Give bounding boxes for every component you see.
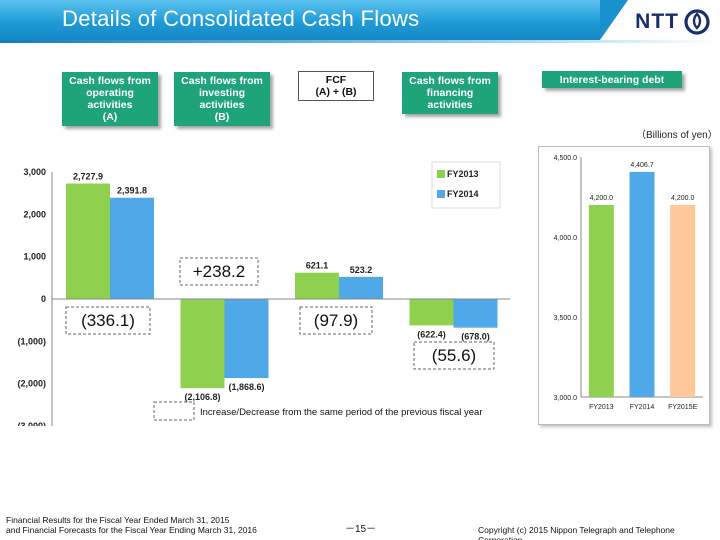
- unit-label: （Billions of yen）: [636, 130, 718, 141]
- box-investing-line: investing: [198, 87, 246, 99]
- data-label: 2,391.8: [117, 186, 147, 196]
- box-investing-line: (B): [214, 111, 230, 123]
- y-tick-label: 1,000: [23, 252, 46, 262]
- bar-fy2013: [409, 299, 454, 326]
- y-tick-label: (1,000): [17, 336, 46, 346]
- y-tick-label: 3,500.0: [554, 315, 577, 322]
- data-label: (1,868.6): [228, 382, 264, 392]
- data-label: 523.2: [350, 265, 373, 275]
- box-operating-line: (A): [102, 111, 118, 123]
- annotation-legend-box: [153, 401, 195, 421]
- y-tick-label: 4,000.0: [554, 235, 577, 242]
- data-label: 4,406.7: [630, 162, 653, 169]
- bar-fy2015e: [670, 205, 696, 397]
- ntt-logo: NTT: [635, 7, 710, 37]
- annotation-value: +238.2: [193, 262, 245, 281]
- bar-fy2014: [224, 299, 269, 379]
- box-operating: Cash flows from operating activities (A): [62, 72, 158, 126]
- cash-flow-chart: 3,000 2,000 1,000 0 (1,000) (2,000) (3,000) 2,7…: [8, 146, 522, 426]
- y-tick-label: 3,000.0: [554, 395, 577, 402]
- box-financing-line: activities: [427, 99, 473, 111]
- logo-text: NTT: [635, 10, 679, 33]
- data-label: 621.1: [306, 261, 329, 271]
- box-operating-line: Cash flows from: [69, 75, 151, 87]
- bar-fy2013: [66, 183, 110, 299]
- bar-fy2013: [180, 299, 225, 389]
- bar-fy2014: [110, 197, 154, 299]
- box-fcf-line: (A) + (B): [315, 86, 357, 98]
- cash-flow-chart-svg: 3,000 2,000 1,000 0 (1,000) (2,000) (3,000) 2,7…: [17, 161, 510, 426]
- debt-chart-svg: 4,500.0 4,000.0 3,500.0 3,000.0 4,200.0 FY201…: [554, 155, 703, 411]
- data-label: 4,200.0: [590, 195, 613, 202]
- y-tick-label: 0: [41, 294, 46, 304]
- bar-fy2014: [339, 276, 383, 299]
- legend-box: [431, 161, 501, 209]
- y-tick-label: 3,000: [23, 167, 46, 177]
- title-underline: [0, 40, 720, 43]
- annotation-value: (97.9): [314, 311, 358, 330]
- box-operating-line: operating: [86, 87, 134, 99]
- box-financing-line: Cash flows from: [409, 75, 491, 87]
- legend-label: FY2014: [447, 189, 479, 199]
- box-fcf: FCF (A) + (B): [298, 71, 374, 101]
- data-label: (622.4): [417, 329, 446, 339]
- page-number: －15－: [345, 524, 377, 535]
- annotation-value: (336.1): [81, 311, 135, 330]
- x-tick-label: FY2015E: [668, 404, 698, 411]
- x-tick-label: FY2013: [589, 404, 614, 411]
- annotation-box: [65, 306, 151, 335]
- data-label: (2,106.8): [184, 392, 220, 402]
- y-tick-label: 2,000: [23, 209, 46, 219]
- page-title: Details of Consolidated Cash Flows: [62, 6, 420, 31]
- title-bar: Details of Consolidated Cash Flows: [0, 0, 628, 40]
- y-tick-label: (3,000): [17, 421, 46, 426]
- annotation-box: [299, 306, 373, 335]
- footer-line: and Financial Forecasts for the Fiscal Y…: [6, 525, 257, 535]
- box-investing-line: activities: [199, 99, 245, 111]
- data-label: 2,727.9: [73, 172, 103, 182]
- box-debt-line: Interest-bearing debt: [559, 73, 665, 86]
- y-tick-label: 4,500.0: [554, 155, 577, 162]
- bar-fy2014: [453, 299, 498, 328]
- bar-fy2013: [295, 272, 339, 299]
- box-financing-line: financing: [426, 87, 474, 99]
- legend-swatch: [437, 190, 445, 198]
- footer-report-title: Financial Results for the Fiscal Year En…: [6, 515, 257, 535]
- annotation-box: [413, 341, 495, 370]
- data-label: (678.0): [461, 332, 490, 342]
- data-label: 4,200.0: [671, 195, 694, 202]
- annotation-box: [179, 257, 259, 286]
- bar-fy2013: [588, 205, 614, 397]
- copyright: Copyright (c) 2015 Nippon Telegraph and …: [478, 525, 675, 540]
- y-tick-label: (2,000): [17, 379, 46, 389]
- box-debt: Interest-bearing debt: [542, 71, 682, 88]
- debt-chart: 4,500.0 4,000.0 3,500.0 3,000.0 4,200.0 FY201…: [538, 146, 710, 425]
- box-investing-line: Cash flows from: [181, 75, 263, 87]
- box-fcf-line: FCF: [325, 74, 347, 86]
- bar-fy2014: [629, 171, 655, 397]
- box-investing: Cash flows from investing activities (B): [174, 72, 270, 126]
- box-financing: Cash flows from financing activities: [402, 72, 498, 114]
- legend-swatch: [437, 170, 445, 178]
- ntt-logo-icon: [684, 9, 710, 35]
- x-tick-label: FY2014: [630, 404, 655, 411]
- annotation-legend-text: Increase/Decrease from the same period o…: [200, 407, 483, 418]
- annotation-value: (55.6): [432, 346, 476, 365]
- legend-label: FY2013: [447, 169, 479, 179]
- footer-line: Financial Results for the Fiscal Year En…: [6, 515, 230, 525]
- box-operating-line: activities: [87, 99, 133, 111]
